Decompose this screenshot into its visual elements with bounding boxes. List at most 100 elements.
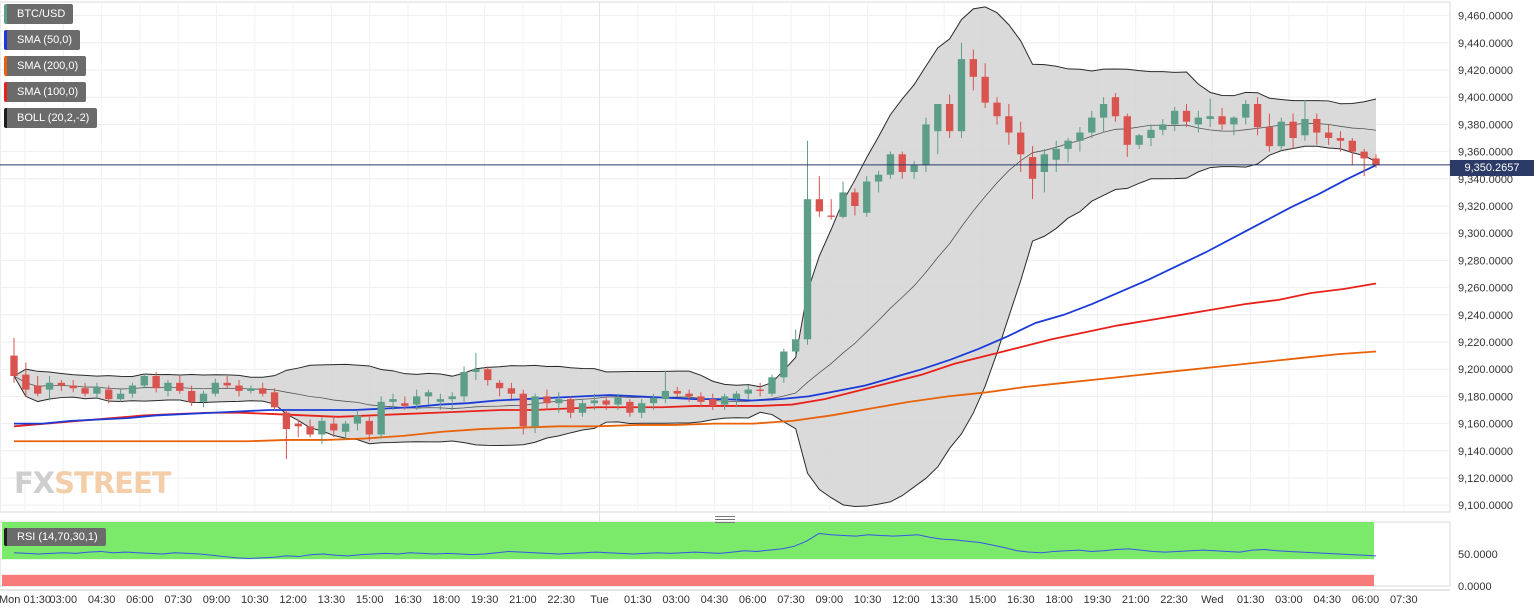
candle-body <box>1017 132 1025 155</box>
candle-body <box>1052 148 1060 160</box>
x-tick-label: 12:00 <box>279 594 307 606</box>
y-tick-label: 9,380.0000 <box>1458 119 1513 131</box>
candle-body <box>484 369 492 381</box>
candle-body <box>176 382 184 391</box>
x-tick-label: 09:00 <box>816 594 844 606</box>
y-tick-label: 9,420.0000 <box>1458 65 1513 77</box>
rsi-oversold-zone <box>2 574 1374 586</box>
sma100-line <box>13 282 1377 428</box>
candle-body <box>341 423 350 432</box>
y-tick-label: 9,400.0000 <box>1458 92 1513 104</box>
x-tick-label: 06:00 <box>739 594 767 606</box>
candle-body <box>543 396 551 404</box>
candle-body <box>93 386 101 394</box>
candle-body <box>282 412 291 430</box>
candle-body <box>424 392 433 397</box>
x-tick-label: 07:30 <box>1390 594 1418 606</box>
candle-body <box>81 388 89 394</box>
y-tick-label: 9,240.0000 <box>1458 310 1513 322</box>
y-tick-label: 9,260.0000 <box>1458 283 1513 295</box>
y-tick-label: 9,200.0000 <box>1458 364 1513 376</box>
x-tick-label: 04:30 <box>88 594 116 606</box>
candle-body <box>1147 129 1155 138</box>
x-tick-label: 22:30 <box>1160 594 1188 606</box>
candle-body <box>709 399 717 406</box>
candle-body <box>1253 104 1262 128</box>
x-tick-label: 12:00 <box>892 594 920 606</box>
candle-body <box>649 397 658 404</box>
candle-body <box>1170 110 1179 125</box>
pane-resize-handle[interactable] <box>715 516 735 523</box>
y-tick-label: 9,120.0000 <box>1458 473 1513 485</box>
y-tick-label: 9,440.0000 <box>1458 38 1513 50</box>
legend-sma50[interactable]: SMA (50,0) <box>4 30 81 50</box>
candle-body <box>270 392 279 408</box>
x-tick-label: 21:00 <box>1122 594 1150 606</box>
x-tick-label: 04:30 <box>1313 594 1341 606</box>
candle-body <box>365 420 373 435</box>
x-tick-label: 03:00 <box>662 594 690 606</box>
candle-body <box>318 420 326 435</box>
legend-symbol[interactable]: BTC/USD <box>4 4 74 24</box>
x-tick-label: Wed <box>1201 594 1223 606</box>
candle-body <box>732 393 741 400</box>
legend-sma100[interactable]: SMA (100,0) <box>4 82 87 102</box>
candle-body <box>330 423 338 431</box>
bollinger-lower-line <box>13 145 1377 508</box>
x-tick-label: 16:30 <box>394 594 422 606</box>
y-tick-label: 9,340.0000 <box>1458 174 1513 186</box>
x-tick-label: 03:00 <box>1275 594 1303 606</box>
candle-body <box>555 399 563 404</box>
candle-body <box>791 339 800 352</box>
candle-body <box>1324 132 1333 138</box>
watermark-suffix: STREET <box>54 466 171 500</box>
candle-body <box>590 400 599 404</box>
x-tick-label: 22:30 <box>547 594 575 606</box>
candle-body <box>211 382 220 394</box>
candle-body <box>1301 118 1309 136</box>
candle-body <box>1064 140 1072 149</box>
current-price-tag: 9,350.2657 <box>1450 160 1534 176</box>
x-tick-label: 21:00 <box>509 594 537 606</box>
x-tick-label: 18:00 <box>433 594 461 606</box>
x-tick-label: 07:30 <box>777 594 805 606</box>
legend-sma200[interactable]: SMA (200,0) <box>4 56 87 76</box>
candle-body <box>152 376 160 389</box>
candle-body <box>756 389 764 391</box>
candle-body <box>815 199 824 212</box>
sma50-line <box>14 164 1377 425</box>
sma200-line <box>14 350 1377 443</box>
candle-body <box>294 423 302 427</box>
x-tick-label: 07:30 <box>164 594 192 606</box>
y-tick-label: 9,100.0000 <box>1458 500 1513 512</box>
candle-body <box>934 104 942 132</box>
legend-rsi[interactable]: RSI (14,70,30,1) <box>4 528 106 546</box>
candle-body <box>945 104 954 132</box>
candle-body <box>1076 132 1084 141</box>
candle-body <box>602 400 610 405</box>
y-tick-label: 9,360.0000 <box>1458 147 1513 159</box>
x-tick-label: 09:00 <box>203 594 231 606</box>
y-tick-label: 9,140.0000 <box>1458 446 1513 458</box>
candle-body <box>697 396 705 402</box>
legend-boll[interactable]: BOLL (20,2,-2) <box>4 108 98 128</box>
candle-body <box>199 393 208 402</box>
candle-body <box>223 382 231 386</box>
candle-body <box>874 174 883 182</box>
candle-body <box>164 382 172 391</box>
y-tick-label: 9,180.0000 <box>1458 391 1513 403</box>
candle-body <box>10 355 18 376</box>
candle-body <box>685 393 693 397</box>
candle-body <box>851 192 859 206</box>
x-tick-label: 10:30 <box>241 594 269 606</box>
candle-body <box>768 377 776 394</box>
candle-body <box>377 401 385 435</box>
candle-body <box>898 154 906 172</box>
candle-body <box>472 369 480 372</box>
candle-body <box>626 401 634 413</box>
bollinger-band-fill <box>14 6 1376 507</box>
candle-body <box>1123 116 1131 145</box>
candle-body <box>922 124 930 166</box>
